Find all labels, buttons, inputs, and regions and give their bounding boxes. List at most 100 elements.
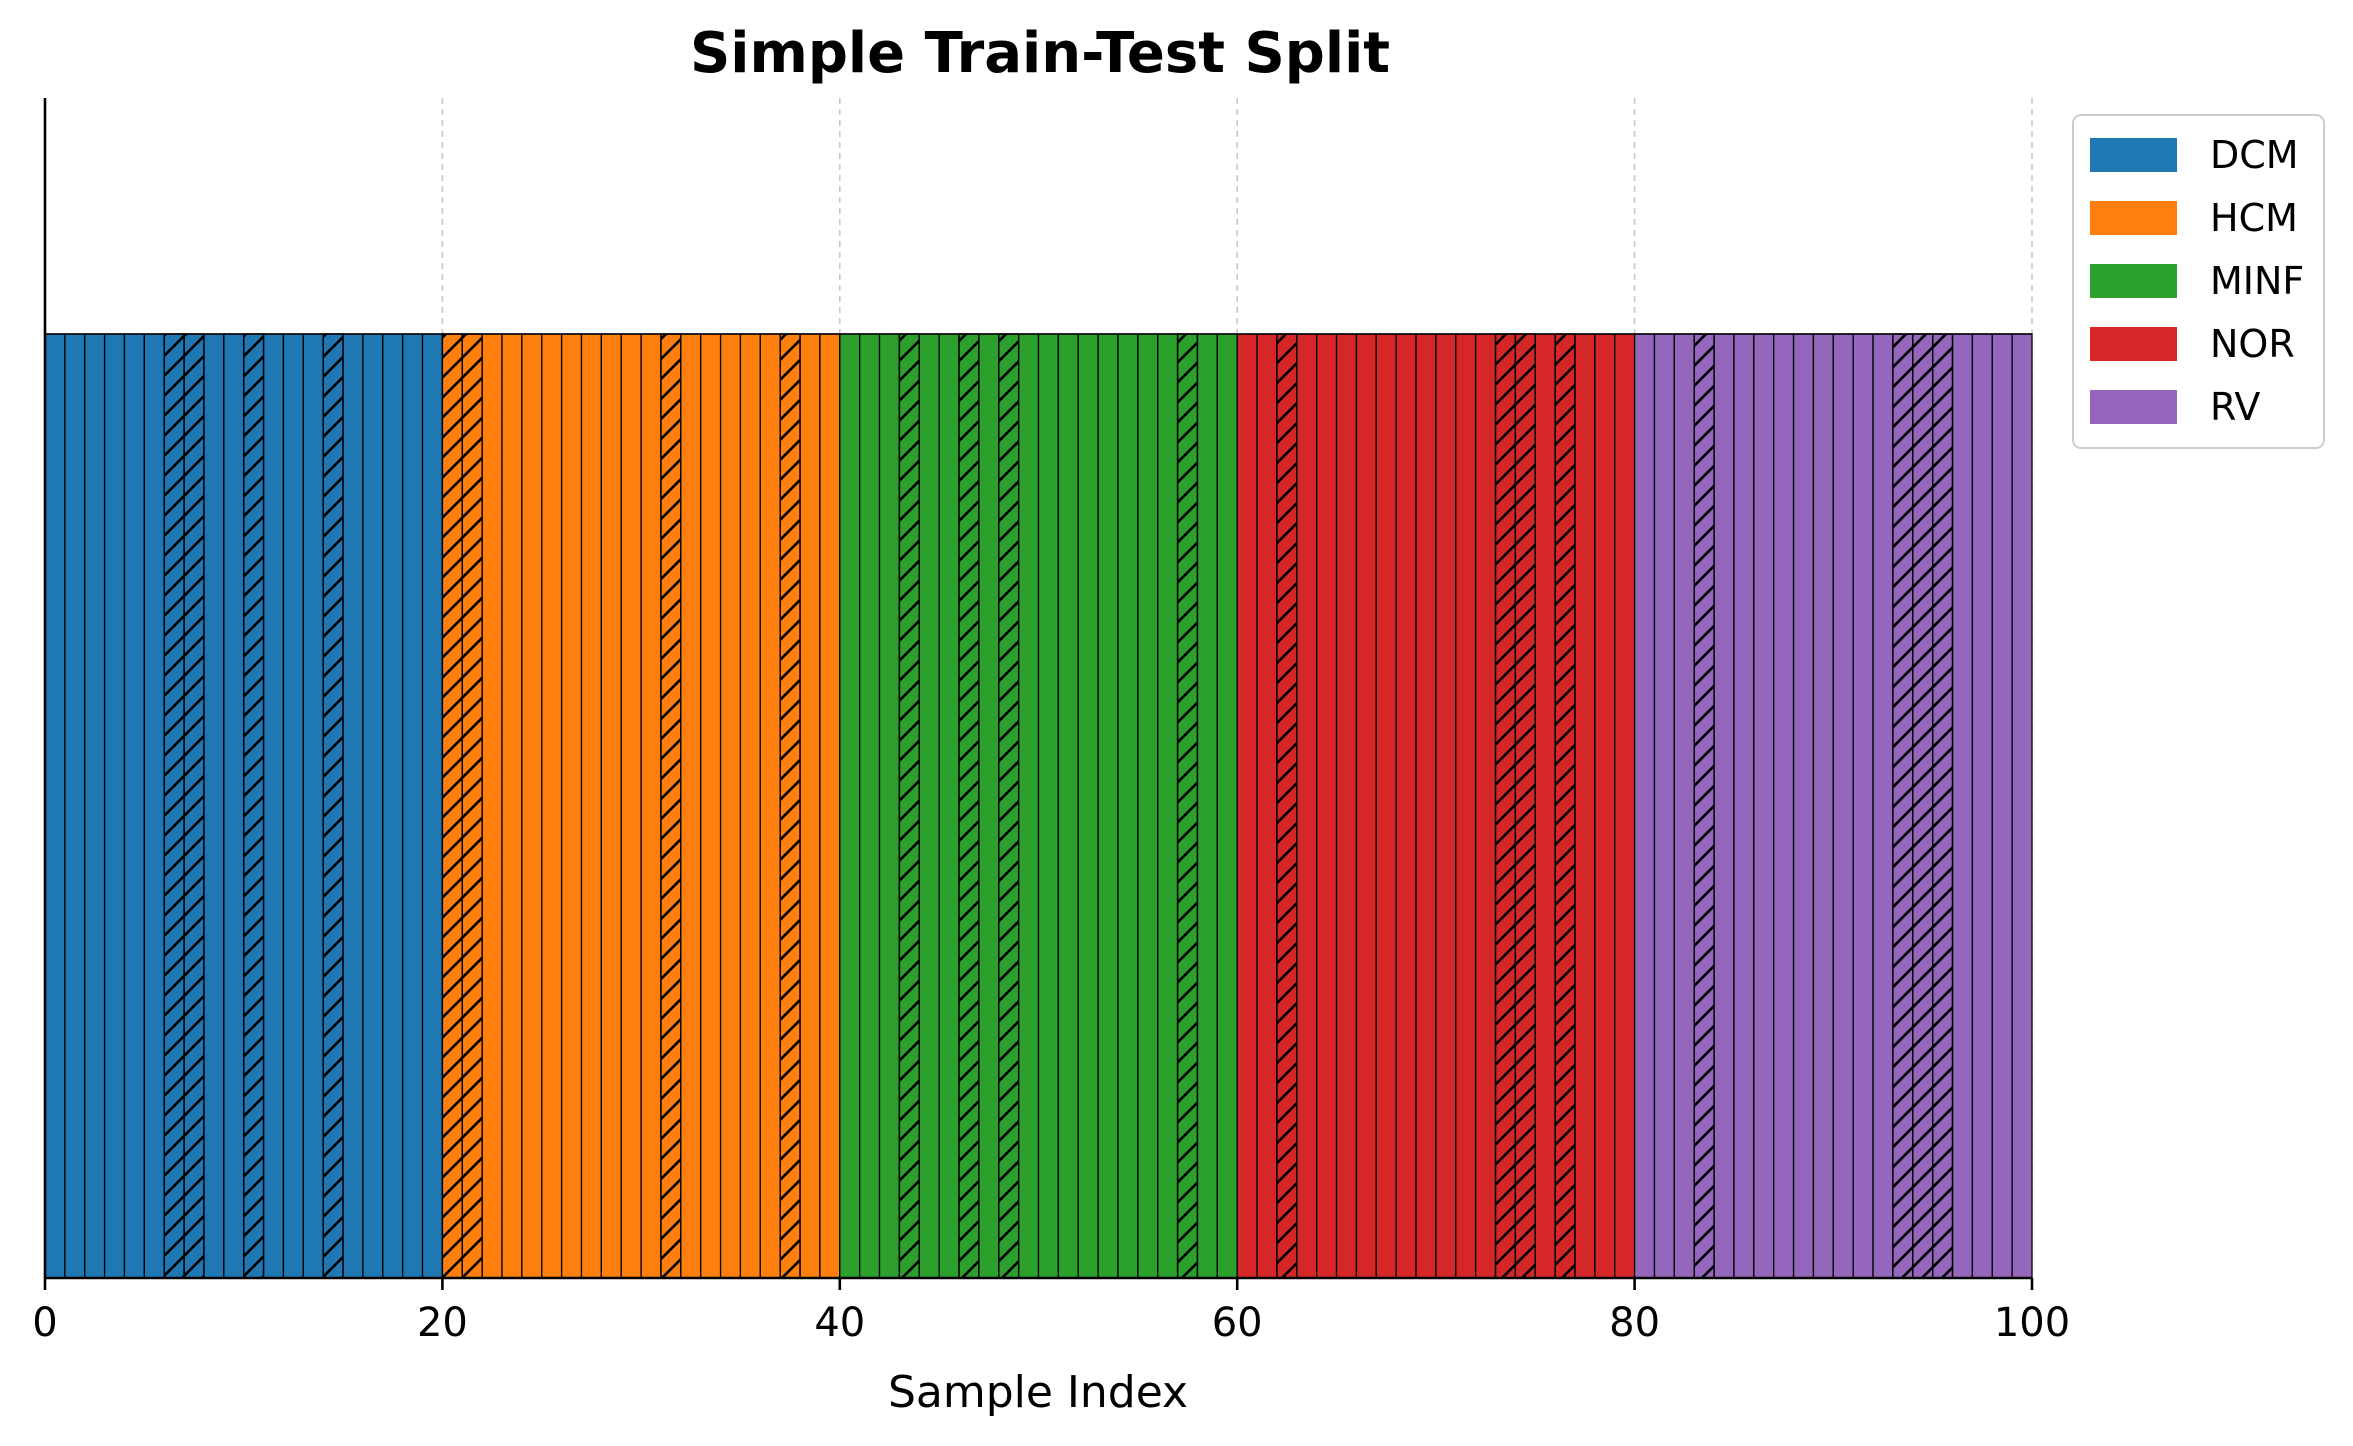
test-sample-hatch [1276,333,1298,1279]
x-axis-ticks: 0 20 40 60 80 100 [32,1278,2070,1346]
sample-bar-rv [2011,333,2033,1279]
sample-bar-nor [1415,333,1437,1279]
sample-bar-hcm [501,333,523,1279]
legend-swatch-minf [2090,264,2177,298]
sample-bar-hcm [481,333,503,1279]
legend-label-hcm: HCM [2210,196,2298,240]
x-axis-label: Sample Index [888,1367,1188,1418]
sample-bar-nor [1574,333,1596,1279]
sample-bar-dcm [382,333,404,1279]
test-sample-hatch [958,333,980,1279]
x-tick-label: 60 [1212,1300,1263,1346]
sample-bar-rv [1773,333,1795,1279]
sample-bar-rv [1653,333,1675,1279]
test-sample-hatch [163,333,185,1279]
sample-bar-dcm [143,333,165,1279]
sample-bar-dcm [282,333,304,1279]
sample-bar-nor [1355,333,1377,1279]
sample-bar-minf [1077,333,1099,1279]
sample-bar-rv [1673,333,1695,1279]
legend-label-rv: RV [2210,385,2260,429]
sample-bar-rv [1852,333,1874,1279]
test-sample-hatch [1693,333,1715,1279]
sample-bar-minf [978,333,1000,1279]
legend-swatch-rv [2090,390,2177,424]
sample-bar-minf [1196,333,1218,1279]
test-sample-hatch [1554,333,1576,1279]
test-sample-hatch [898,333,920,1279]
test-sample-hatches [163,333,1954,1279]
sample-bar-rv [1832,333,1854,1279]
sample-bar-nor [1375,333,1397,1279]
sample-bar-dcm [402,333,424,1279]
sample-bar-minf [1117,333,1139,1279]
sample-bar-dcm [203,333,225,1279]
x-tick-label: 80 [1609,1300,1660,1346]
sample-bar-hcm [521,333,543,1279]
test-sample-hatch [998,333,1020,1279]
test-sample-hatch [1494,333,1517,1279]
sample-bar-rv [1971,333,1993,1279]
sample-bar-dcm [302,333,324,1279]
sample-bar-nor [1316,333,1338,1279]
test-sample-hatch [1176,333,1199,1279]
sample-bar-dcm [421,333,444,1279]
chart-title: Simple Train-Test Split [690,21,1390,86]
sample-bar-minf [1097,333,1119,1279]
legend: DCM HCM MINF NOR RV [2072,114,2325,449]
sample-bar-rv [1951,333,1974,1279]
sample-bar-nor [1435,333,1457,1279]
test-sample-hatch [441,333,463,1279]
sample-bar-minf [839,333,861,1279]
test-sample-hatch [1932,333,1954,1279]
sample-bar-rv [1812,333,1834,1279]
test-sample-hatch [183,333,205,1279]
sample-bar-nor [1335,333,1358,1279]
sample-bar-dcm [342,333,364,1279]
sample-bar-dcm [223,333,245,1279]
x-tick-label: 100 [1994,1300,2070,1346]
sample-bar-hcm [799,333,821,1279]
legend-swatch-dcm [2090,138,2177,172]
sample-bar-rv [1633,333,1656,1279]
sample-bar-rv [1713,333,1735,1279]
sample-bar-hcm [700,333,722,1279]
sample-bar-dcm [362,333,384,1279]
sample-bar-nor [1455,333,1477,1279]
sample-bar-hcm [719,333,742,1279]
sample-bar-hcm [541,333,563,1279]
test-sample-hatch [461,333,483,1279]
x-tick-label: 0 [32,1300,57,1346]
test-sample-hatch [660,333,682,1279]
sample-bar-nor [1474,333,1497,1279]
sample-bar-minf [938,333,960,1279]
test-sample-hatch [243,333,265,1279]
sample-bar-nor [1236,333,1258,1279]
test-sample-hatch [1514,333,1536,1279]
sample-bar-minf [1057,333,1079,1279]
sample-bar-nor [1594,333,1616,1279]
legend-label-dcm: DCM [2210,133,2299,177]
sample-bar-minf [1157,333,1179,1279]
sample-bar-rv [1872,333,1894,1279]
legend-swatch-nor [2090,327,2177,361]
sample-bar-dcm [64,333,86,1279]
sample-bar-hcm [739,333,761,1279]
sample-bar-rv [1991,333,2013,1279]
sample-bar-hcm [580,333,603,1279]
sample-bar-dcm [103,333,126,1279]
sample-bar-hcm [759,333,781,1279]
sample-bar-minf [918,333,940,1279]
sample-bar-dcm [123,333,146,1279]
sample-bar-hcm [560,333,583,1279]
sample-bar-dcm [84,333,106,1279]
sample-bar-minf [1037,333,1060,1279]
sample-bar-minf [859,333,881,1279]
test-sample-hatch [779,333,801,1279]
sample-bar-nor [1296,333,1318,1279]
test-sample-hatch [322,333,344,1279]
x-tick-label: 20 [417,1300,468,1346]
sample-bar-minf [1137,333,1159,1279]
test-sample-hatch [1912,333,1934,1279]
